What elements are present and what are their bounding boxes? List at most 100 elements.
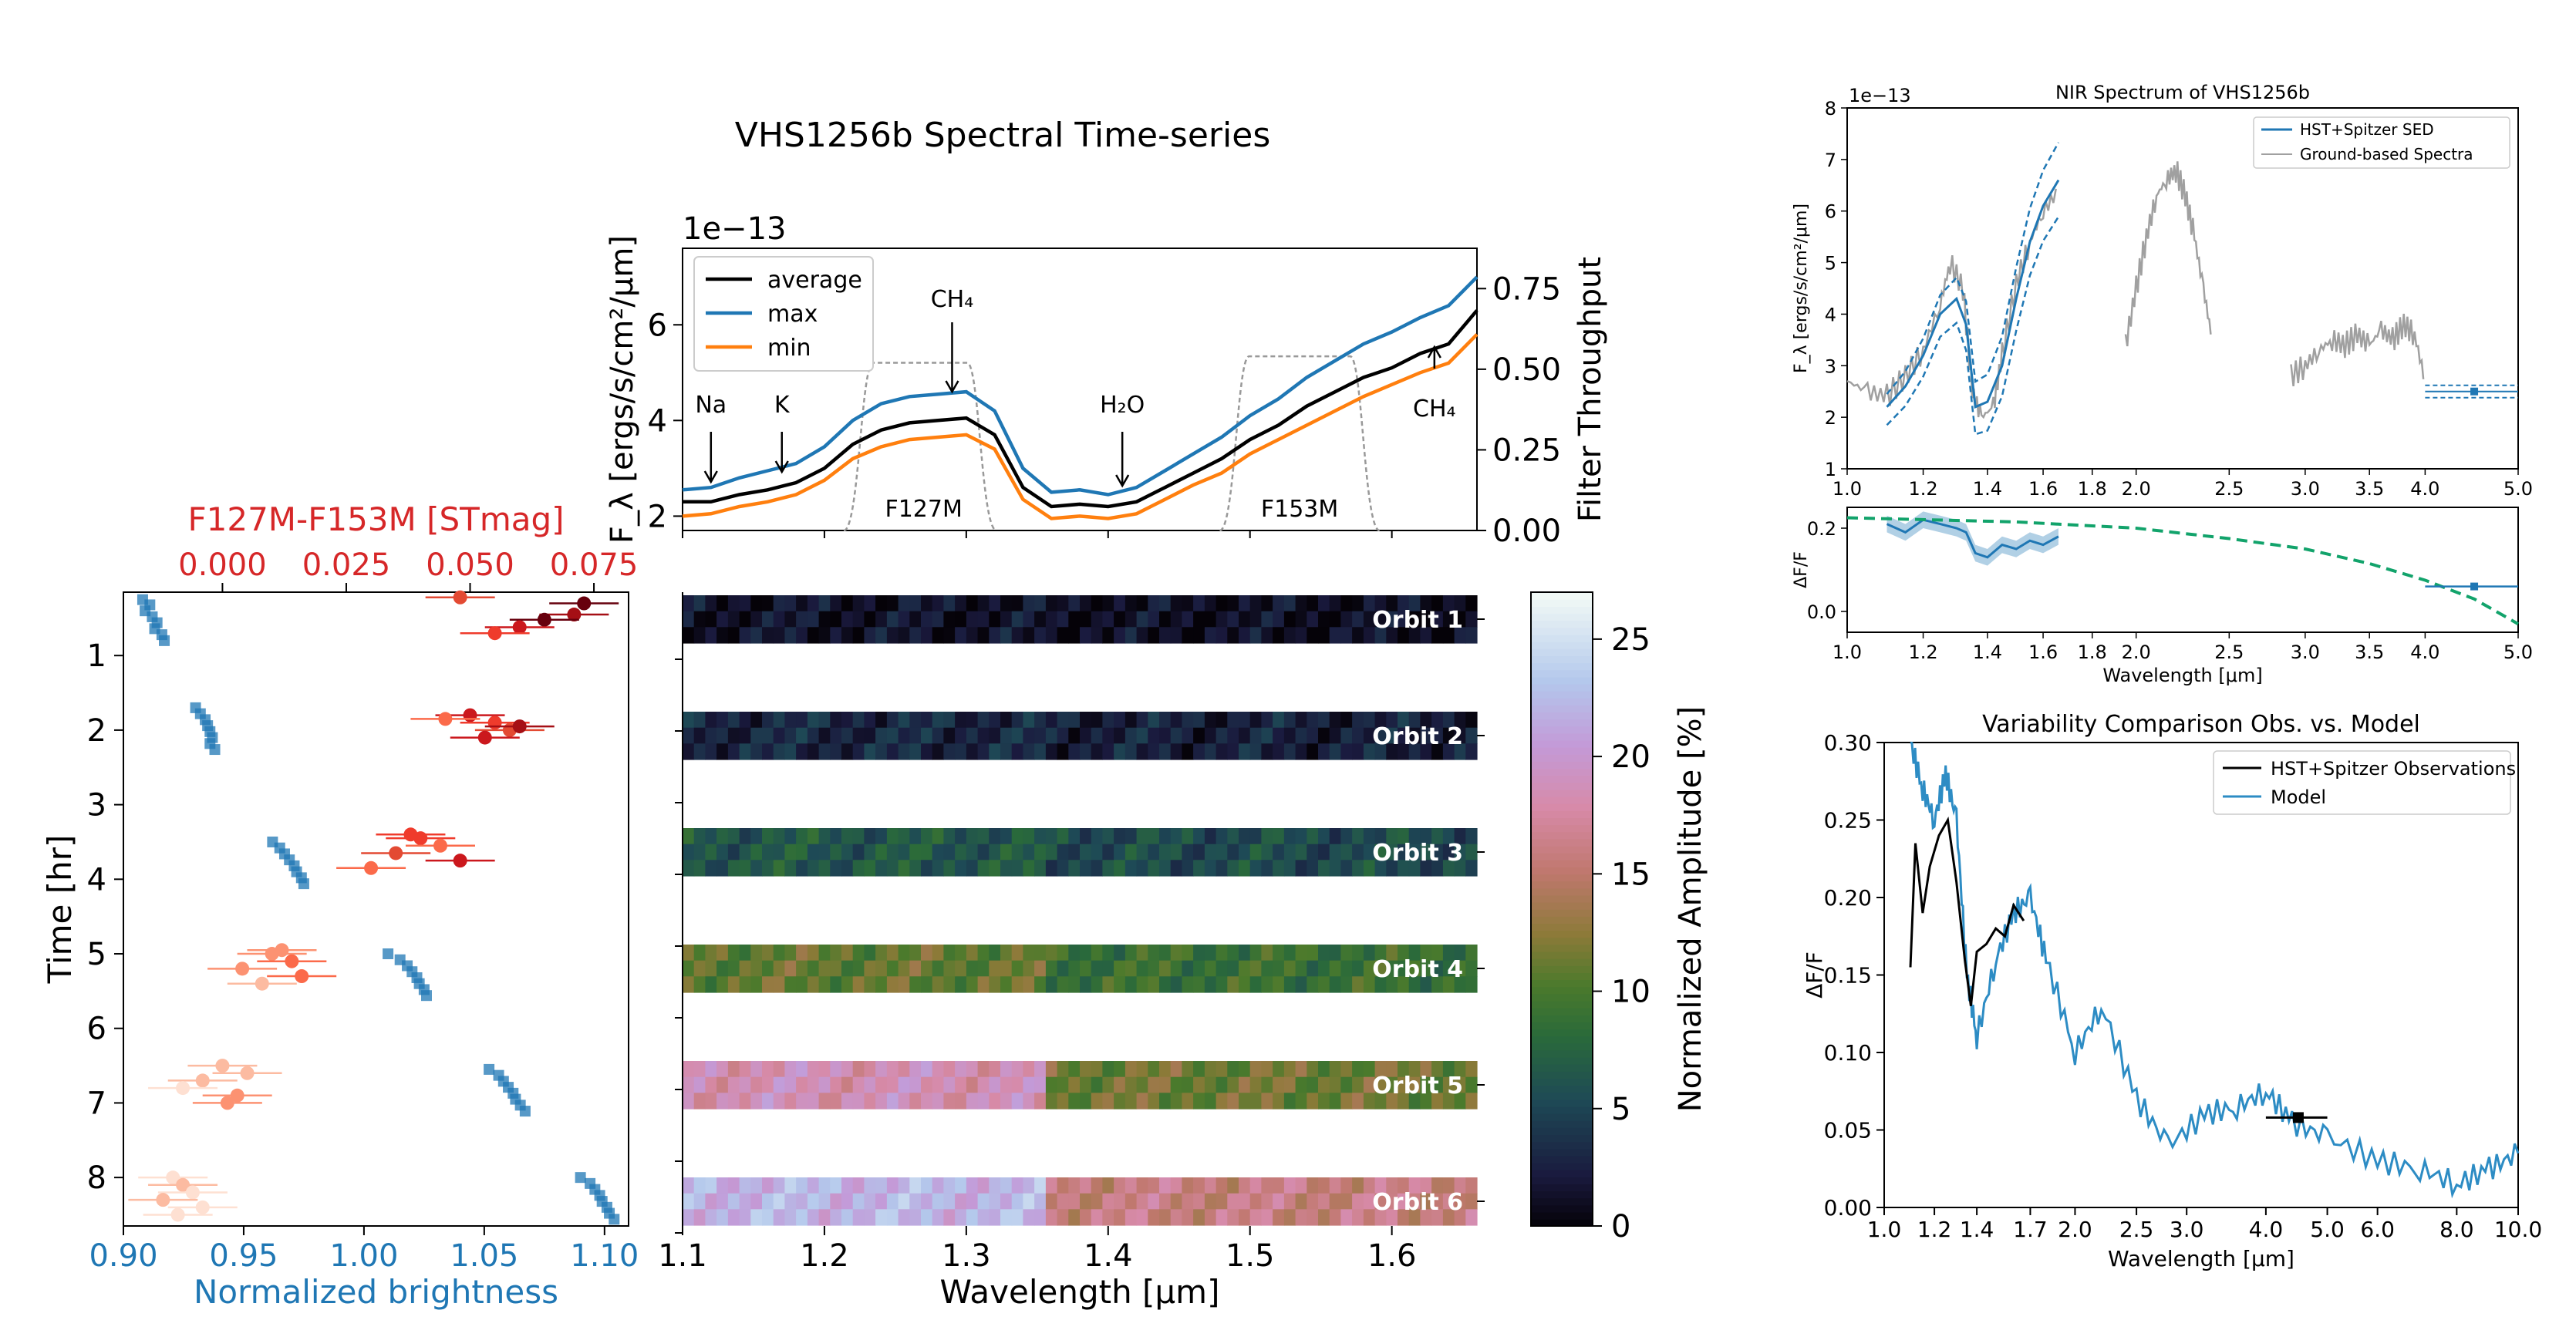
heatmap-cell <box>830 860 842 877</box>
heatmap-cell <box>1465 727 1478 744</box>
heatmap-cell <box>1011 1209 1023 1226</box>
heatmap-cell <box>1034 611 1047 628</box>
heatmap-cell <box>1080 828 1092 845</box>
x-tick-label: 5.0 <box>2504 478 2533 500</box>
colorbar-cell <box>1531 874 1593 882</box>
heatmap-cell <box>1216 1209 1228 1226</box>
heatmap-cell <box>1148 611 1160 628</box>
heatmap-cell <box>1454 1209 1466 1226</box>
observed-band <box>1886 511 2058 566</box>
heatmap-cell <box>773 1093 785 1110</box>
heatmap-cell <box>1239 860 1251 877</box>
heatmap-cell <box>1159 727 1172 744</box>
heatmap-cell <box>1136 960 1148 977</box>
heatmap-cell <box>1193 976 1205 993</box>
x-tick-label: 1.00 <box>329 1238 398 1274</box>
colorbar-cell <box>1531 782 1593 790</box>
heatmap-cell <box>739 844 751 860</box>
heatmap-cell <box>1114 828 1126 845</box>
color-point <box>185 1185 200 1200</box>
heatmap-cell <box>683 595 695 612</box>
heatmap-cell <box>739 1076 751 1093</box>
heatmap-cell <box>1239 960 1251 977</box>
heatmap-cell <box>1080 595 1092 612</box>
heatmap-cell <box>693 1209 706 1226</box>
heatmap-cell <box>1227 743 1239 760</box>
heatmap-cell <box>1114 976 1126 993</box>
colorbar-cell <box>1531 789 1593 797</box>
heatmap-cell <box>1091 1076 1103 1093</box>
heatmap-cell <box>1148 1177 1160 1194</box>
heatmap-cell <box>875 1061 888 1078</box>
heatmap-cell <box>898 1076 910 1093</box>
heatmap-cell <box>1216 1093 1228 1110</box>
heatmap-cell <box>1420 743 1432 760</box>
heatmap-cell <box>693 1093 706 1110</box>
heatmap-cell <box>1239 727 1251 744</box>
heatmap-cell <box>1261 743 1273 760</box>
heatmap-cell <box>909 1093 922 1110</box>
heatmap-cell <box>1159 1193 1172 1210</box>
heatmap-cell <box>1329 611 1341 628</box>
heatmap-cell <box>1420 960 1432 977</box>
heatmap-cell <box>1102 860 1114 877</box>
heatmap-cell <box>864 844 876 860</box>
heatmap-cell <box>807 595 820 612</box>
heatmap-cell <box>1386 1076 1398 1093</box>
heatmap-cell <box>727 1076 740 1093</box>
heatmap-cell <box>1374 945 1387 961</box>
heatmap-cell <box>1216 976 1228 993</box>
heatmap-cell <box>1374 1209 1387 1226</box>
color-point <box>453 590 467 605</box>
heatmap-cell <box>807 627 820 644</box>
heatmap-cell <box>841 1093 854 1110</box>
colorbar-cell <box>1531 1211 1593 1220</box>
heatmap-cell <box>1374 1061 1387 1078</box>
heatmap-cell <box>1204 976 1217 993</box>
heatmap-cell <box>1398 1061 1410 1078</box>
color-point <box>487 626 502 641</box>
heatmap-cell <box>727 976 740 993</box>
heatmap-cell <box>739 945 751 961</box>
color-point <box>235 961 250 976</box>
heatmap-cell <box>852 828 865 845</box>
heatmap-cell <box>1068 627 1081 644</box>
heatmap-cell <box>1182 844 1194 860</box>
heatmap-cell <box>818 712 831 729</box>
heatmap-cell <box>1273 1209 1285 1226</box>
heatmap-cell <box>966 1193 979 1210</box>
heatmap-cell <box>1170 743 1182 760</box>
heatmap-cell <box>1045 844 1058 860</box>
y-offset-text: 1e−13 <box>1849 85 1911 106</box>
heatmap-cell <box>716 1209 729 1226</box>
heatmap-cell <box>921 712 933 729</box>
heatmap-cell <box>1193 627 1205 644</box>
heatmap-cell <box>1023 1209 1035 1226</box>
heatmap-cell <box>1170 945 1182 961</box>
heatmap-cell <box>784 727 797 744</box>
heatmap-cell <box>1227 1193 1239 1210</box>
heatmap-cell <box>1204 727 1217 744</box>
heatmap-cell <box>1442 1193 1455 1210</box>
heatmap-cell <box>1000 960 1013 977</box>
heatmap-cell <box>796 828 808 845</box>
heatmap-cell <box>784 595 797 612</box>
legend-label: Ground-based Spectra <box>2300 145 2473 163</box>
heatmap-cell <box>852 595 865 612</box>
heatmap-cell <box>1136 611 1148 628</box>
heatmap-cell <box>1091 743 1103 760</box>
colorbar-cell <box>1531 796 1593 804</box>
heatmap-cell <box>864 945 876 961</box>
heatmap-cell <box>1442 1177 1455 1194</box>
heatmap-cell <box>977 1193 990 1210</box>
variability-frame <box>1846 507 2519 633</box>
heatmap-cell <box>830 1193 842 1210</box>
heatmap-cell <box>1148 595 1160 612</box>
heatmap-cell <box>750 627 763 644</box>
colorbar-cell <box>1531 698 1593 706</box>
colorbar-cell <box>1531 993 1593 1002</box>
heatmap-cell <box>1102 1177 1114 1194</box>
heatmap-cell <box>1159 1209 1172 1226</box>
heatmap-cell <box>1102 1061 1114 1078</box>
spectrum-frame <box>682 248 1478 531</box>
